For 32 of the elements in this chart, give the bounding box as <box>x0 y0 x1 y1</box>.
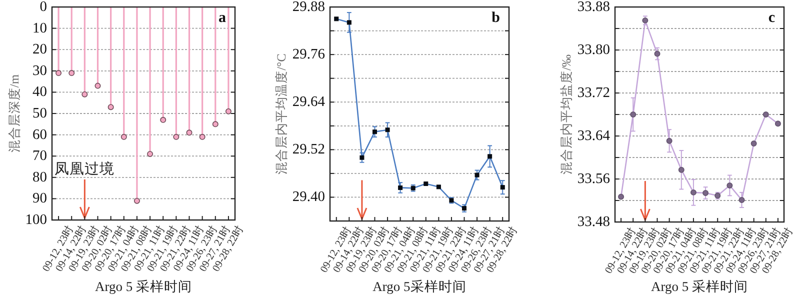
y-tick-label: 60 <box>32 126 47 143</box>
y-tick-label: 30 <box>32 62 47 79</box>
y-tick-label: 29.76 <box>292 46 325 63</box>
y-tick-label: 29.64 <box>292 94 326 110</box>
y-axis-title: 混合层内平均温度/°C <box>273 54 288 174</box>
chart-title: b <box>492 10 500 26</box>
y-tick-label: 80 <box>32 169 47 186</box>
x-axis-title: Argo 5 采样时间 <box>94 279 192 294</box>
y-tick-label: 40 <box>32 84 47 100</box>
y-tick-label: 29.88 <box>292 0 325 15</box>
y-axis-title: 混合层深度/m <box>6 74 22 153</box>
y-tick-label: 29.52 <box>292 142 325 158</box>
y-tick-label: 90 <box>32 190 47 207</box>
y-tick-label: 33.48 <box>577 214 610 230</box>
chart-title: c <box>768 10 776 26</box>
y-tick-label: 33.56 <box>577 171 610 187</box>
y-tick-label: 0 <box>40 0 47 15</box>
y-tick-label: 50 <box>32 106 47 122</box>
x-axis-title: Argo 5 采样时间 <box>650 279 748 294</box>
y-axis-title: 混合层内平均盐度/‰ <box>558 54 574 174</box>
y-tick-label: 70 <box>32 148 47 164</box>
y-tick-label: 33.80 <box>577 42 610 58</box>
x-axis-title: Argo 5采样时间 <box>372 279 466 294</box>
y-tick-label: 10 <box>32 20 47 36</box>
reference-label: 凤凰过境 <box>54 161 115 178</box>
y-tick-label: 100 <box>25 212 47 228</box>
y-tick-label: 33.72 <box>577 85 610 101</box>
y-tick-label: 20 <box>32 42 47 58</box>
y-tick-label: 33.64 <box>577 128 611 144</box>
y-tick-label: 33.88 <box>577 0 610 15</box>
y-tick-label: 29.40 <box>292 189 325 206</box>
chart-title: a <box>218 10 226 26</box>
